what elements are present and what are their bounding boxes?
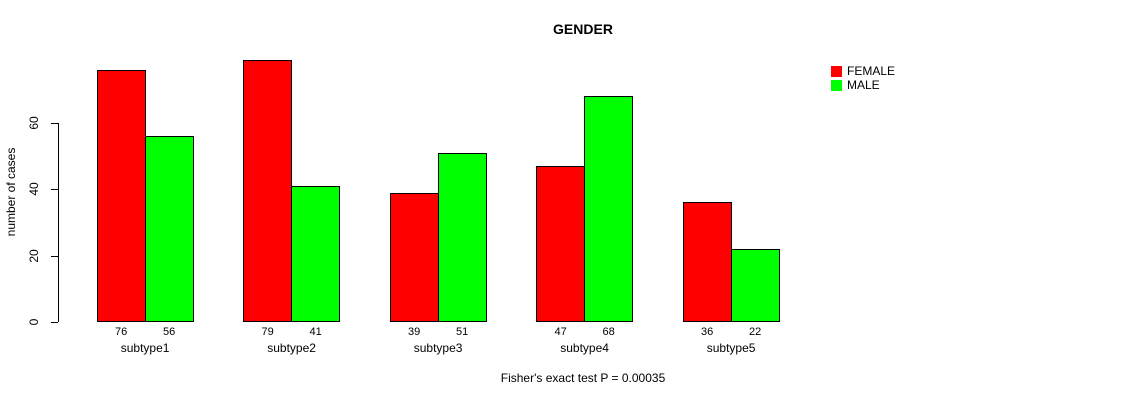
bar-value-female-subtype2: 79 [261, 326, 274, 338]
bar-female-subtype5 [682, 202, 732, 322]
bar-value-male-subtype4: 68 [602, 326, 615, 338]
y-axis-tick-label: 60 [27, 116, 41, 130]
y-axis-tick [51, 122, 58, 124]
bar-male-subtype4 [584, 96, 634, 322]
bar-value-male-subtype1: 56 [162, 326, 176, 338]
legend: FEMALE MALE [831, 64, 895, 92]
bar-male-subtype5 [730, 248, 780, 322]
category-label-subtype2: subtype2 [267, 341, 316, 355]
bar-male-subtype3 [437, 152, 487, 322]
bar-male-subtype2 [291, 185, 341, 322]
y-axis-label: number of cases [4, 147, 18, 237]
category-label-subtype1: subtype1 [120, 341, 170, 355]
legend-item-female: FEMALE [831, 64, 895, 78]
bar-value-male-subtype3: 51 [455, 326, 469, 338]
legend-label-male: MALE [847, 78, 880, 92]
bar-female-subtype4 [536, 165, 586, 322]
category-label-subtype3: subtype3 [413, 341, 463, 355]
bar-value-female-subtype3: 39 [407, 326, 421, 338]
chart-title: GENDER [553, 21, 613, 37]
legend-swatch-male [831, 79, 842, 91]
bar-male-subtype1 [144, 136, 194, 322]
category-label-subtype5: subtype5 [706, 341, 756, 355]
y-axis-tick [51, 255, 58, 257]
bar-value-male-subtype2: 41 [309, 326, 322, 338]
y-axis-tick-label: 40 [27, 182, 41, 196]
category-label-subtype4: subtype4 [560, 341, 609, 355]
chart-caption: Fisher's exact test P = 0.00035 [500, 371, 666, 385]
bar-value-male-subtype5: 22 [748, 326, 762, 338]
y-axis-tick [51, 322, 58, 323]
bar-female-subtype3 [389, 192, 439, 322]
bar-female-subtype1 [96, 69, 146, 322]
bar-value-female-subtype1: 76 [114, 326, 128, 338]
legend-item-male: MALE [831, 78, 895, 92]
bar-value-female-subtype4: 47 [554, 326, 567, 338]
legend-label-female: FEMALE [847, 64, 896, 78]
y-axis-line [58, 122, 59, 322]
bar-female-subtype2 [243, 59, 293, 322]
bar-value-female-subtype5: 36 [700, 326, 714, 338]
y-axis-tick [51, 189, 58, 191]
legend-swatch-female [831, 65, 842, 77]
y-axis-tick-label: 0 [27, 318, 41, 326]
y-axis-tick-label: 20 [27, 248, 41, 263]
